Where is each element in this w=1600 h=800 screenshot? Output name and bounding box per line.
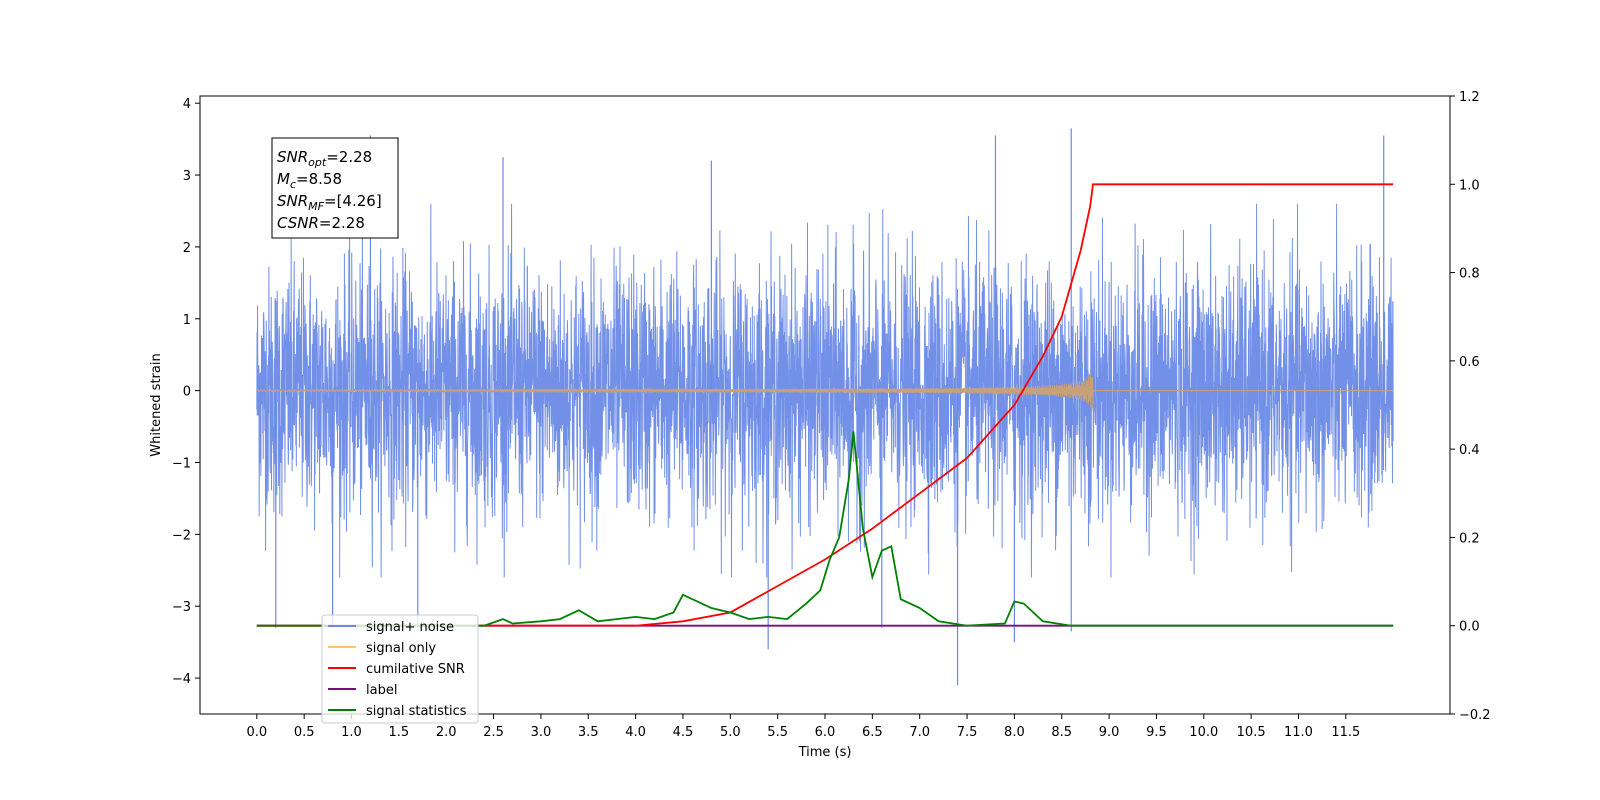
series-signal-noise [256, 203, 1394, 578]
series-signal-only [256, 374, 1394, 411]
x-tick-label: 2.5 [483, 725, 504, 740]
y-left-tick-label: −4 [172, 672, 191, 687]
x-tick-label: 1.5 [389, 725, 410, 740]
y-left-tick-label: 2 [183, 241, 191, 256]
y-right-tick-label: 0.0 [1459, 620, 1480, 635]
x-tick-label: 5.0 [720, 725, 741, 740]
info-line: CSNR=2.28 [277, 214, 365, 232]
info-line: SNRopt=2.28 [277, 148, 372, 169]
x-tick-label: 6.5 [862, 725, 883, 740]
x-axis-label: Time (s) [798, 745, 852, 760]
x-tick-label: 10.5 [1237, 725, 1266, 740]
legend: signal+ noise signal only cumilative SNR la… [321, 614, 479, 724]
x-tick-label: 11.0 [1284, 725, 1313, 740]
y-left-tick-label: −1 [172, 456, 191, 471]
y-left-tick-label: 3 [183, 169, 191, 184]
info-line: SNRMF=[4.26] [277, 192, 382, 213]
x-tick-label: 6.0 [815, 725, 836, 740]
x-axis: 0.0 0.5 1.0 1.5 2.0 2.5 3.0 3.5 4.0 4.5 5.0 5.5 6.0 6… [246, 714, 1360, 740]
legend-label: signal statistics [366, 704, 467, 719]
y-right-tick-label: 1.2 [1459, 90, 1480, 105]
y-left-tick-label: 4 [183, 97, 191, 112]
y-right-tick-label: −0.2 [1459, 708, 1491, 723]
x-tick-label: 9.0 [1099, 725, 1120, 740]
x-tick-label: 8.5 [1051, 725, 1072, 740]
legend-label: label [366, 683, 397, 698]
legend-label: signal+ noise [366, 620, 454, 635]
legend-label: cumilative SNR [366, 662, 465, 677]
series-cumulative-snr [256, 183, 1394, 627]
y-left-tick-label: 1 [183, 313, 191, 328]
x-tick-label: 4.5 [673, 725, 694, 740]
y-right-tick-label: 0.4 [1459, 443, 1480, 458]
x-tick-label: 3.5 [578, 725, 599, 740]
y-axis-right: 1.2 1.0 0.8 0.6 0.4 0.2 0.0 −0.2 [1450, 90, 1491, 723]
x-tick-label: 0.5 [294, 725, 315, 740]
y-right-tick-label: 0.8 [1459, 267, 1480, 282]
x-tick-label: 8.0 [1004, 725, 1025, 740]
y-left-tick-label: 0 [183, 385, 191, 400]
y-right-tick-label: 0.2 [1459, 531, 1480, 546]
x-tick-label: 7.5 [957, 725, 978, 740]
x-tick-label: 7.0 [909, 725, 930, 740]
y-axis-left: 4 3 2 1 0 −1 −2 −3 −4 [172, 97, 200, 687]
y-axis-label: Whitened strain [149, 353, 164, 456]
y-left-tick-label: −2 [172, 528, 191, 543]
info-line: Mc=8.58 [277, 170, 342, 191]
legend-label: signal only [366, 641, 436, 656]
x-tick-label: 1.0 [341, 725, 362, 740]
series-signal-statistics [256, 431, 1394, 627]
x-tick-label: 0.0 [246, 725, 267, 740]
x-tick-label: 5.5 [767, 725, 788, 740]
x-tick-label: 10.0 [1189, 725, 1218, 740]
y-right-tick-label: 0.6 [1459, 355, 1480, 370]
y-left-tick-label: −3 [172, 600, 191, 615]
x-tick-label: 11.5 [1331, 725, 1360, 740]
x-tick-label: 9.5 [1146, 725, 1167, 740]
x-tick-label: 3.0 [531, 725, 552, 740]
y-right-tick-label: 1.0 [1459, 178, 1480, 193]
series-layer [256, 128, 1394, 686]
x-tick-label: 4.0 [625, 725, 646, 740]
x-tick-label: 2.0 [436, 725, 457, 740]
